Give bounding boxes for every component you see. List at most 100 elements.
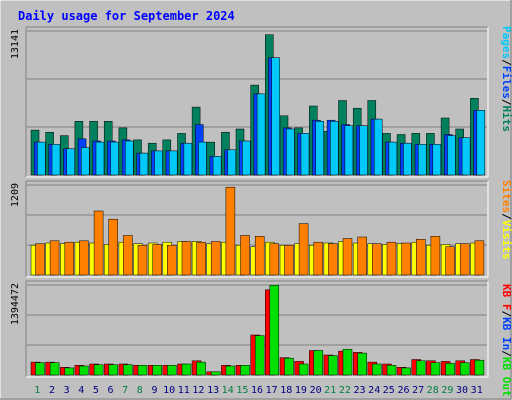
bar-kb-in-day-22 bbox=[342, 348, 353, 376]
bar-sites-day-23 bbox=[357, 236, 367, 276]
bar-kb-in-day-20 bbox=[313, 350, 324, 376]
bar-pages-day-24 bbox=[373, 118, 383, 176]
x-tick-label: 10 bbox=[163, 385, 175, 396]
bar-pages-day-22 bbox=[344, 125, 354, 176]
bar-sites-day-21 bbox=[328, 243, 338, 276]
bar-pages-day-16 bbox=[256, 93, 266, 176]
files-label: Files bbox=[500, 66, 512, 99]
bar-sites-day-2 bbox=[49, 240, 60, 276]
bar-pages-day-10 bbox=[168, 150, 178, 176]
bar-sites-day-28 bbox=[430, 236, 441, 276]
bar-kb-in-day-7 bbox=[123, 364, 133, 376]
bar-pages-day-6 bbox=[110, 141, 119, 176]
sites-panel: 1209 bbox=[10, 180, 489, 278]
x-tick-label: 30 bbox=[456, 385, 468, 396]
bar-kb-in-day-25 bbox=[386, 365, 397, 376]
bar-pages-day-26 bbox=[403, 142, 412, 176]
x-tick-label: 24 bbox=[368, 385, 380, 396]
bar-kb-in-day-21 bbox=[328, 355, 338, 376]
x-tick-label: 19 bbox=[295, 385, 307, 396]
x-tick-label: 23 bbox=[353, 385, 365, 396]
bar-sites-day-4 bbox=[79, 240, 89, 276]
bar-pages-day-9 bbox=[154, 150, 163, 176]
bar-kb-in-day-9 bbox=[152, 365, 162, 376]
bar-sites-day-16 bbox=[254, 236, 265, 276]
bar-kb-in-day-10 bbox=[167, 365, 177, 376]
x-tick-label: 3 bbox=[64, 385, 70, 396]
bar-kb-in-day-28 bbox=[430, 362, 441, 376]
bar-pages-day-13 bbox=[212, 156, 222, 176]
x-tick-label: 25 bbox=[383, 385, 395, 396]
bar-kb-in-day-2 bbox=[49, 362, 60, 376]
bar-pages-day-27 bbox=[417, 144, 427, 176]
x-tick-label: 26 bbox=[397, 385, 409, 396]
kbytes-panel: 1394472 bbox=[10, 280, 489, 378]
x-tick-label: 28 bbox=[427, 385, 439, 396]
y-max-label: 1209 bbox=[10, 183, 21, 207]
bar-kb-in-day-27 bbox=[416, 360, 426, 376]
svg-text:Sites/Visits: Sites/Visits bbox=[500, 180, 512, 260]
bar-pages-day-25 bbox=[388, 141, 398, 176]
pages-label: Pages bbox=[500, 26, 512, 59]
y-max-label: 13141 bbox=[10, 29, 21, 59]
x-tick-label: 1 bbox=[34, 385, 40, 396]
x-tick-label: 17 bbox=[266, 385, 278, 396]
bar-kb-in-day-15 bbox=[240, 365, 250, 376]
bar-pages-day-31 bbox=[476, 110, 486, 176]
bar-sites-day-6 bbox=[108, 218, 118, 276]
svg-text:Pages/Files/Hits: Pages/Files/Hits bbox=[500, 26, 512, 132]
bar-sites-day-1 bbox=[35, 243, 45, 276]
x-tick-label: 4 bbox=[78, 385, 84, 396]
bar-pages-day-29 bbox=[447, 135, 456, 176]
x-tick-label: 13 bbox=[207, 385, 219, 396]
bar-pages-day-8 bbox=[139, 152, 149, 176]
bar-sites-day-19 bbox=[298, 223, 309, 276]
bar-kb-in-day-30 bbox=[459, 362, 470, 376]
bar-sites-day-26 bbox=[401, 242, 411, 276]
bar-sites-day-25 bbox=[386, 241, 397, 276]
bar-kb-in-day-13 bbox=[210, 371, 221, 376]
bar-pages-day-12 bbox=[198, 141, 207, 176]
sites-label: Sites bbox=[500, 180, 512, 213]
visits-label: Visits bbox=[500, 220, 512, 260]
bar-kb-in-day-18 bbox=[284, 357, 294, 376]
bar-sites-day-8 bbox=[137, 244, 148, 276]
bar-sites-day-17 bbox=[269, 243, 280, 276]
bar-pages-day-18 bbox=[286, 128, 295, 176]
bar-pages-day-1 bbox=[37, 141, 46, 176]
bar-sites-day-12 bbox=[196, 241, 206, 276]
bar-sites-day-18 bbox=[284, 244, 294, 276]
bar-kb-in-day-11 bbox=[181, 363, 192, 376]
bar-pages-day-15 bbox=[242, 140, 251, 176]
y-max-label: 1394472 bbox=[10, 283, 21, 325]
bar-pages-day-17 bbox=[271, 57, 280, 176]
bar-kb-in-day-12 bbox=[196, 361, 206, 376]
x-tick-label: 22 bbox=[339, 385, 351, 396]
x-tick-label: 5 bbox=[93, 385, 99, 396]
kb-f-label: KB F bbox=[500, 284, 512, 311]
svg-text:KB F/KB In/KB Out: KB F/KB In/KB Out bbox=[500, 284, 512, 397]
bar-sites-day-14 bbox=[225, 186, 236, 276]
x-tick-label: 12 bbox=[192, 385, 204, 396]
x-tick-label: 20 bbox=[310, 385, 322, 396]
bar-pages-day-21 bbox=[330, 121, 339, 176]
bar-sites-day-9 bbox=[152, 244, 162, 276]
x-tick-label: 11 bbox=[178, 385, 190, 396]
hits-panel: 13141 bbox=[10, 26, 489, 178]
bar-kb-in-day-5 bbox=[93, 364, 104, 376]
x-tick-label: 29 bbox=[441, 385, 453, 396]
bar-sites-day-7 bbox=[123, 235, 133, 276]
bar-kb-in-day-14 bbox=[225, 365, 236, 376]
x-tick-label: 21 bbox=[324, 385, 336, 396]
x-tick-label: 16 bbox=[251, 385, 263, 396]
bar-pages-day-19 bbox=[300, 133, 310, 176]
bar-sites-day-30 bbox=[459, 243, 470, 276]
x-axis-labels: 1 2 3 4 5 6 7 8 9 10 11 12 13 14 15 16 17 18 19 20 21 22 23 24 2… bbox=[34, 385, 482, 396]
bar-pages-day-7 bbox=[125, 140, 134, 176]
x-tick-label: 2 bbox=[49, 385, 55, 396]
bar-kb-in-day-24 bbox=[372, 363, 382, 376]
bar-sites-day-24 bbox=[372, 243, 382, 276]
bar-kb-in-day-26 bbox=[401, 367, 411, 376]
kb-out-label: KB Out bbox=[500, 357, 512, 397]
